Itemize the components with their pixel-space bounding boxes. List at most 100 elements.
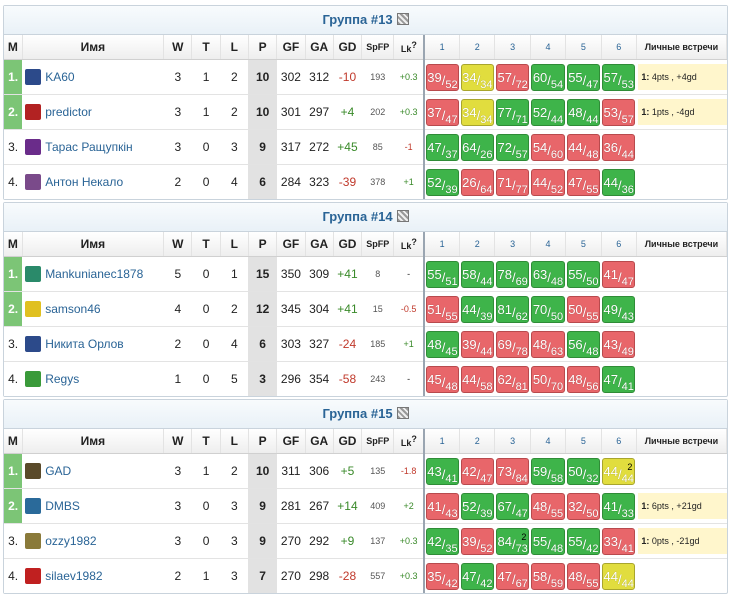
match-score-win[interactable]: 55/48 <box>531 527 565 555</box>
match-score-draw[interactable]: 44/44 2 <box>602 457 636 485</box>
match-score-win[interactable]: 42/35 <box>426 527 459 555</box>
match-score-loss[interactable]: 54/60 <box>531 133 565 161</box>
group-title[interactable]: Группа #14 <box>4 203 727 232</box>
match-score-win[interactable]: 52/44 <box>531 98 565 126</box>
match-score-loss[interactable]: 47/55 <box>566 168 601 196</box>
team-badge-icon[interactable] <box>25 498 42 514</box>
player-name-link[interactable]: Mankunianec1878 <box>45 267 144 281</box>
match-score-win[interactable]: 52/39 <box>426 168 459 196</box>
match-score-loss[interactable]: 48/55 <box>566 562 601 590</box>
match-score-win[interactable]: 67/47 <box>495 492 530 520</box>
match-score-loss[interactable]: 47/67 <box>495 562 530 590</box>
match-score-draw[interactable]: 34/34 <box>460 98 494 126</box>
match-score-loss[interactable]: 69/78 <box>495 330 530 358</box>
match-score-win[interactable]: 48/44 <box>566 98 601 126</box>
match-score-loss[interactable]: 53/57 <box>602 98 636 126</box>
match-score-win[interactable]: 55/42 <box>566 527 601 555</box>
match-score-draw[interactable]: 44/44 <box>602 562 636 590</box>
match-score-loss[interactable]: 57/72 <box>495 63 530 91</box>
player-cell[interactable]: GAD <box>22 453 164 489</box>
match-score-win[interactable]: 55/47 <box>566 63 601 91</box>
match-score-win[interactable]: 47/41 <box>602 365 636 393</box>
team-badge-icon[interactable] <box>25 266 42 282</box>
match-score-win[interactable]: 64/26 <box>460 133 494 161</box>
match-score-win[interactable]: 72/57 <box>495 133 530 161</box>
match-score-loss[interactable]: 39/52 <box>460 527 494 555</box>
player-name-link[interactable]: Тарас Ращупкін <box>45 140 133 154</box>
match-score-loss[interactable]: 39/52 <box>426 63 459 91</box>
team-badge-icon[interactable] <box>25 301 42 317</box>
match-score-loss[interactable]: 48/55 <box>531 492 565 520</box>
match-score-win[interactable]: 77/71 <box>495 98 530 126</box>
group-title-text[interactable]: Группа #13 <box>322 12 393 27</box>
team-badge-icon[interactable] <box>25 69 42 85</box>
team-badge-icon[interactable] <box>25 463 42 479</box>
match-score-loss[interactable]: 44/58 <box>460 365 494 393</box>
player-name-link[interactable]: Никита Орлов <box>45 337 124 351</box>
match-score-win[interactable]: 52/39 <box>460 492 494 520</box>
match-score-win[interactable]: 49/43 <box>602 295 636 323</box>
match-score-win[interactable]: 43/41 <box>426 457 459 485</box>
player-name-link[interactable]: predictor <box>45 105 92 119</box>
match-score-win[interactable]: 59/58 <box>531 457 565 485</box>
player-name-link[interactable]: Regys <box>45 372 80 386</box>
match-score-loss[interactable]: 44/52 <box>531 168 565 196</box>
lk-help-icon[interactable]: ? <box>411 237 417 247</box>
player-name-link[interactable]: ozzy1982 <box>45 534 97 548</box>
match-score-loss[interactable]: 26/64 <box>460 168 494 196</box>
match-score-loss[interactable]: 71/77 <box>495 168 530 196</box>
team-badge-icon[interactable] <box>25 336 42 352</box>
col-header-lk[interactable]: Lk? <box>393 429 425 454</box>
player-cell[interactable]: Антон Некало <box>22 165 163 200</box>
player-name-link[interactable]: samson46 <box>45 302 101 316</box>
match-score-win[interactable]: 48/45 <box>426 330 459 358</box>
player-name-link[interactable]: DMBS <box>45 499 80 513</box>
player-cell[interactable]: Никита Орлов <box>22 326 164 362</box>
match-score-win[interactable]: 70/50 <box>531 295 565 323</box>
match-score-win[interactable]: 58/44 <box>460 260 494 288</box>
match-score-loss[interactable]: 35/42 <box>426 562 459 590</box>
player-cell[interactable]: silaev1982 <box>22 559 163 594</box>
match-score-loss[interactable]: 48/56 <box>566 365 601 393</box>
group-title-text[interactable]: Группа #15 <box>322 406 393 421</box>
team-badge-icon[interactable] <box>25 371 42 387</box>
match-score-loss[interactable]: 41/43 <box>426 492 459 520</box>
col-header-lk[interactable]: Lk? <box>393 232 425 257</box>
team-badge-icon[interactable] <box>25 139 42 155</box>
match-score-loss[interactable]: 43/49 <box>602 330 636 358</box>
player-name-link[interactable]: KA60 <box>45 70 75 84</box>
player-name-link[interactable]: GAD <box>45 464 72 478</box>
player-cell[interactable]: Mankunianec1878 <box>22 256 164 292</box>
match-score-win[interactable]: 60/54 <box>531 63 565 91</box>
match-score-loss[interactable]: 36/44 <box>602 133 636 161</box>
match-score-loss[interactable]: 41/47 <box>602 260 636 288</box>
match-score-win[interactable]: 41/33 <box>602 492 636 520</box>
match-score-loss[interactable]: 48/63 <box>531 330 565 358</box>
match-score-loss[interactable]: 32/50 <box>566 492 601 520</box>
group-title-text[interactable]: Группа #14 <box>322 209 393 224</box>
match-score-win[interactable]: 57/53 <box>602 63 636 91</box>
match-score-win[interactable]: 44/36 <box>602 168 636 196</box>
match-score-loss[interactable]: 58/59 <box>531 562 565 590</box>
match-score-win[interactable]: 47/37 <box>426 133 459 161</box>
match-score-win[interactable]: 56/48 <box>566 330 601 358</box>
match-score-loss[interactable]: 50/70 <box>531 365 565 393</box>
player-name-link[interactable]: silaev1982 <box>45 569 103 583</box>
player-cell[interactable]: Regys <box>22 362 163 397</box>
player-cell[interactable]: Тарас Ращупкін <box>22 129 164 165</box>
player-cell[interactable]: KA60 <box>22 59 164 95</box>
team-badge-icon[interactable] <box>25 104 42 120</box>
group-title[interactable]: Группа #15 <box>4 400 727 429</box>
player-cell[interactable]: samson46 <box>22 291 164 327</box>
match-score-win[interactable]: 47/42 <box>460 562 494 590</box>
lk-help-icon[interactable]: ? <box>411 434 417 444</box>
col-header-lk[interactable]: Lk? <box>393 35 425 60</box>
match-score-loss[interactable]: 45/48 <box>426 365 459 393</box>
match-score-win[interactable]: 78/69 <box>495 260 530 288</box>
match-score-loss[interactable]: 42/47 <box>460 457 494 485</box>
match-score-loss[interactable]: 73/84 <box>495 457 530 485</box>
match-score-loss[interactable]: 33/41 <box>602 527 636 555</box>
match-score-loss[interactable]: 37/47 <box>426 98 459 126</box>
player-cell[interactable]: predictor <box>22 94 164 130</box>
match-score-win[interactable]: 55/50 <box>566 260 601 288</box>
